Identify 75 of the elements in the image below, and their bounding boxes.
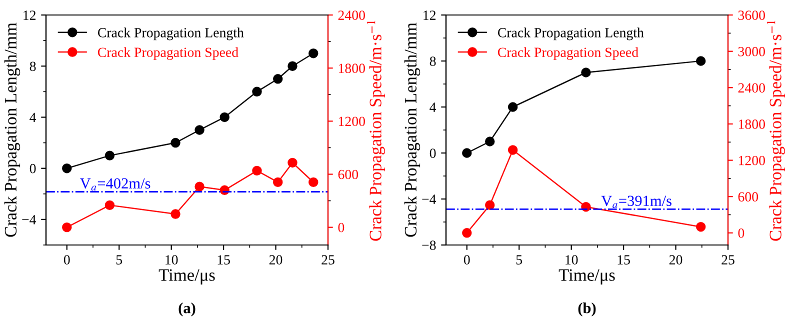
point bbox=[288, 61, 298, 71]
point bbox=[462, 228, 472, 238]
y2-tick-label: 2400 bbox=[338, 10, 365, 20]
point bbox=[308, 177, 318, 188]
point bbox=[485, 136, 495, 146]
legend-label: Crack Propagation Length bbox=[98, 28, 244, 40]
point bbox=[194, 182, 204, 192]
y-tick-label: 12 bbox=[424, 10, 436, 20]
y2-tick-label: 3000 bbox=[738, 46, 765, 56]
point bbox=[308, 48, 318, 58]
x-tick-label: 5 bbox=[116, 255, 122, 264]
x-tick-label: 15 bbox=[218, 255, 230, 264]
legend-label: Crack Propagation Speed bbox=[98, 47, 238, 60]
point bbox=[273, 74, 283, 84]
y2-tick-label: 3600 bbox=[738, 10, 765, 20]
x-axis-title: Time/μs bbox=[558, 269, 615, 284]
point bbox=[104, 150, 115, 160]
y-tick-label: −4 bbox=[422, 194, 436, 204]
y-tick-label: 4 bbox=[30, 112, 36, 122]
text: (b) bbox=[578, 302, 596, 316]
y-axis-title: Crack Propagation Length/mm bbox=[404, 22, 420, 237]
x-tick-label: 20 bbox=[669, 255, 682, 264]
x-tick-label: 0 bbox=[464, 255, 470, 264]
x-tick-label: 15 bbox=[618, 255, 630, 264]
x-tick-label: 10 bbox=[166, 255, 178, 264]
legend-label: Crack Propagation Length bbox=[498, 28, 644, 40]
ref-line-label: V$_{a}$=402m/s bbox=[80, 178, 150, 191]
y-tick-label: 8 bbox=[430, 56, 436, 66]
y-tick-label: 4 bbox=[430, 102, 436, 112]
x-tick-label: 10 bbox=[566, 255, 578, 264]
y2-tick-label: 600 bbox=[738, 192, 758, 202]
point bbox=[581, 68, 591, 78]
point bbox=[273, 177, 283, 188]
y2-tick-label: 1200 bbox=[738, 156, 765, 166]
y2-tick-label: 2400 bbox=[738, 83, 765, 93]
x-tick-label: 0 bbox=[64, 255, 70, 264]
x-tick-label: 25 bbox=[322, 255, 334, 264]
point bbox=[252, 166, 262, 176]
y2-tick-label: 0 bbox=[738, 228, 744, 238]
y2-axis-title: Crack Propagation Speed/m·s$^{−1}$ bbox=[766, 20, 785, 241]
point bbox=[104, 200, 115, 210]
x-tick-label: 20 bbox=[269, 255, 282, 264]
y-tick-label: −4 bbox=[22, 215, 36, 224]
ref-line-label: V$_{a}$=391m/s bbox=[601, 196, 672, 208]
y2-tick-label: 600 bbox=[338, 170, 358, 180]
point bbox=[194, 125, 204, 135]
y-tick-label: 0 bbox=[30, 164, 36, 174]
point bbox=[696, 222, 706, 232]
text: (a) bbox=[178, 302, 196, 316]
point bbox=[508, 102, 518, 112]
y2-tick-label: 1800 bbox=[738, 120, 765, 129]
point bbox=[696, 56, 706, 66]
point bbox=[485, 200, 495, 210]
y-tick-label: 0 bbox=[430, 148, 436, 158]
x-tick-label: 5 bbox=[516, 255, 522, 264]
y2-tick-label: 1200 bbox=[338, 116, 365, 126]
point bbox=[288, 158, 298, 168]
point bbox=[252, 86, 262, 97]
point bbox=[170, 138, 180, 148]
x-axis-title: Time/μs bbox=[158, 269, 215, 284]
legend-label: Crack Propagation Speed bbox=[498, 47, 638, 60]
y-tick-label: −8 bbox=[422, 240, 436, 250]
y-axis-title: Crack Propagation Length/mm bbox=[4, 22, 20, 237]
y2-tick-label: 0 bbox=[338, 222, 344, 232]
point bbox=[62, 222, 72, 232]
y2-axis-title: Crack Propagation Speed/m·s$^{−1}$ bbox=[366, 20, 385, 241]
point bbox=[462, 148, 472, 158]
y2-tick-label: 1800 bbox=[338, 64, 365, 74]
point bbox=[62, 163, 72, 174]
point bbox=[170, 209, 180, 219]
point bbox=[220, 112, 230, 122]
y-tick-label: 8 bbox=[30, 62, 36, 72]
x-tick-label: 25 bbox=[722, 255, 734, 264]
y-tick-label: 12 bbox=[24, 10, 36, 20]
point bbox=[508, 145, 518, 155]
